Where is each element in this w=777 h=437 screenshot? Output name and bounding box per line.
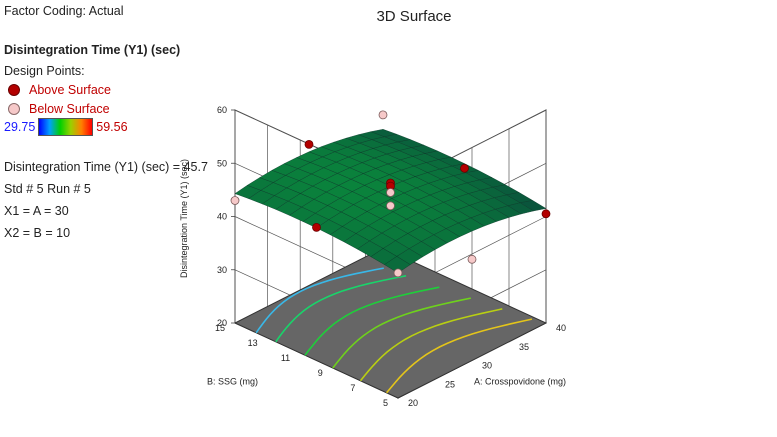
a-tick-label: 40 bbox=[556, 323, 566, 333]
floor-contour-line bbox=[385, 318, 533, 394]
design-point-below bbox=[393, 268, 403, 278]
surface-cell bbox=[369, 129, 398, 137]
design-points-label: Design Points: bbox=[4, 64, 85, 78]
legend-below-label: Below Surface bbox=[29, 102, 110, 116]
z-axis-label: Disintegration Time (Y1) (sec) bbox=[179, 159, 189, 278]
floor-contour-line bbox=[304, 286, 440, 356]
design-point-above bbox=[541, 209, 551, 219]
chart-floor bbox=[233, 247, 548, 399]
b-tick-label: 15 bbox=[215, 323, 225, 333]
design-points bbox=[230, 110, 551, 278]
b-tick-label: 11 bbox=[281, 353, 290, 363]
y-axis-label: B: SSG (mg) bbox=[207, 377, 258, 387]
factor-coding-label: Factor Coding: Actual bbox=[4, 4, 124, 18]
below-surface-dot-icon bbox=[8, 103, 20, 115]
readout-value: Disintegration Time (Y1) (sec) = 45.7 bbox=[4, 160, 208, 174]
x-axis-label: A: Crosspovidone (mg) bbox=[474, 377, 566, 387]
scale-max-label: 59.56 bbox=[96, 120, 128, 134]
z-tick-label: 60 bbox=[217, 105, 227, 115]
readout-x2: X2 = B = 10 bbox=[4, 226, 71, 240]
response-surface bbox=[234, 129, 547, 274]
b-tick-label: 9 bbox=[318, 368, 323, 378]
floor-contour-line bbox=[275, 275, 407, 343]
z-tick-label: 20 bbox=[217, 318, 227, 328]
b-tick-label: 13 bbox=[248, 338, 258, 348]
design-point-below bbox=[230, 196, 240, 205]
legend-below: Below Surface bbox=[8, 102, 110, 116]
floor-contour-line bbox=[332, 297, 471, 369]
color-gradient-bar bbox=[38, 118, 94, 136]
readout-x1: X1 = A = 30 bbox=[4, 204, 69, 218]
design-point-below bbox=[386, 188, 395, 197]
design-point-above bbox=[304, 139, 314, 149]
color-scale: 29.75 59.56 bbox=[4, 118, 128, 136]
readout-std-run: Std # 5 Run # 5 bbox=[4, 182, 91, 196]
floor-contour-line bbox=[255, 267, 384, 334]
design-point-below bbox=[386, 201, 395, 211]
a-tick-label: 20 bbox=[408, 398, 418, 408]
scale-min-label: 29.75 bbox=[4, 120, 36, 134]
floor-contour-line bbox=[359, 308, 503, 382]
design-point-below bbox=[378, 110, 388, 120]
legend-above: Above Surface bbox=[8, 83, 111, 97]
a-tick-label: 35 bbox=[519, 342, 529, 352]
design-point-above bbox=[460, 163, 469, 173]
z-tick-label: 40 bbox=[217, 212, 227, 222]
z-tick-label: 50 bbox=[217, 158, 227, 168]
legend-above-label: Above Surface bbox=[29, 83, 111, 97]
design-point-above bbox=[312, 222, 321, 232]
response-title: Disintegration Time (Y1) (sec) bbox=[4, 43, 181, 57]
b-tick-label: 5 bbox=[383, 398, 388, 408]
design-point-below bbox=[467, 254, 477, 264]
b-tick-label: 7 bbox=[350, 383, 355, 393]
a-tick-label: 30 bbox=[482, 361, 492, 371]
chart-title: 3D Surface bbox=[376, 8, 451, 25]
above-surface-dot-icon bbox=[8, 84, 20, 96]
a-tick-label: 25 bbox=[445, 379, 455, 389]
z-tick-label: 30 bbox=[217, 265, 227, 275]
